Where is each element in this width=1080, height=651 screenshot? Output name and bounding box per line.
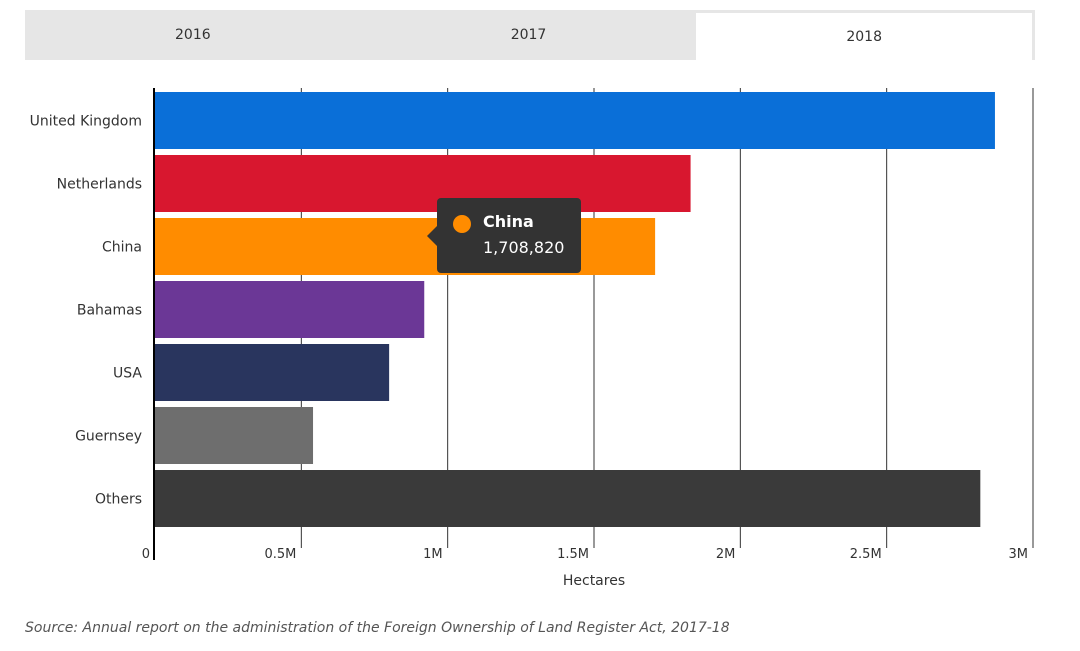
x-tick-label: 0 bbox=[142, 547, 150, 562]
category-label: Netherlands bbox=[57, 177, 142, 193]
x-tick-label: 3M bbox=[1009, 547, 1029, 562]
x-tick-label: 2M bbox=[716, 547, 736, 562]
category-label: China bbox=[102, 240, 142, 256]
category-label: Guernsey bbox=[75, 429, 142, 445]
bar-netherlands[interactable] bbox=[155, 155, 691, 212]
x-tick-label: 1M bbox=[423, 547, 443, 562]
bar-chart: United Kingdom Netherlands China Bahamas USA… bbox=[30, 88, 1034, 589]
x-tick-label: 1.5M bbox=[557, 547, 589, 562]
source-note: Source: Annual report on the administrat… bbox=[25, 620, 730, 636]
tooltip: China 1,708,820 bbox=[427, 198, 581, 273]
category-label: United Kingdom bbox=[30, 114, 142, 130]
category-label: USA bbox=[113, 366, 142, 382]
x-tick-label: 0.5M bbox=[264, 547, 296, 562]
tooltip-series-dot-icon bbox=[453, 215, 471, 233]
category-label: Bahamas bbox=[77, 303, 142, 319]
x-axis-title: Hectares bbox=[563, 573, 625, 589]
bar-united-kingdom[interactable] bbox=[155, 92, 995, 149]
bar-usa[interactable] bbox=[155, 344, 390, 401]
tooltip-value: 1,708,820 bbox=[483, 238, 565, 257]
bar-bahamas[interactable] bbox=[155, 281, 425, 338]
tab-2018[interactable]: 2018 bbox=[696, 13, 1033, 60]
tab-2017[interactable]: 2017 bbox=[510, 27, 547, 43]
bar-guernsey[interactable] bbox=[155, 407, 314, 464]
x-tick-label: 2.5M bbox=[850, 547, 882, 562]
bar-others[interactable] bbox=[155, 470, 981, 527]
tab-2016[interactable]: 2016 bbox=[175, 27, 211, 43]
year-tabs: 2016 2017 2018 bbox=[25, 10, 1035, 60]
tooltip-name: China bbox=[483, 212, 534, 231]
category-label: Others bbox=[95, 492, 142, 508]
